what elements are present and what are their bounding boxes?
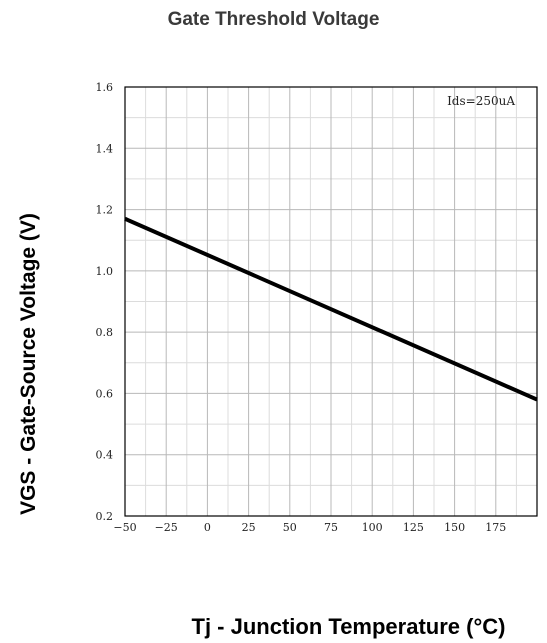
x-axis-title: Tj - Junction Temperature (°C) [191, 614, 506, 639]
y-axis-title: VGS - Gate-Source Voltage (V) [17, 213, 40, 515]
y-tick-label: 0.8 [96, 326, 114, 339]
y-tick-label: 0.6 [96, 387, 114, 400]
x-tick-label: 75 [324, 521, 338, 534]
x-tick-label: 175 [485, 521, 506, 534]
x-tick-label: −50 [113, 521, 136, 534]
test-condition-annotation: Ids=250uA [447, 94, 515, 108]
chart-title: Gate Threshold Voltage [167, 9, 380, 30]
y-tick-label: 1.6 [96, 81, 114, 94]
y-tick-label: 0.2 [96, 510, 114, 523]
minor-gridlines [125, 87, 537, 516]
x-tick-label: 100 [362, 521, 383, 534]
y-tick-label: 1.2 [96, 204, 114, 217]
x-tick-labels: −50 −25 0 25 50 75 100 125 150 175 [113, 521, 506, 534]
x-tick-label: −25 [155, 521, 178, 534]
x-tick-label: 150 [444, 521, 465, 534]
y-tick-label: 1.4 [96, 142, 114, 155]
vgs-th-line [124, 216, 538, 402]
series-layer [124, 216, 538, 402]
major-gridlines [125, 87, 537, 516]
plot-frame [124, 86, 538, 517]
x-tick-label: 0 [204, 521, 211, 534]
x-tick-label: 25 [242, 521, 256, 534]
y-tick-label: 1.0 [96, 265, 114, 278]
y-tick-label: 0.4 [96, 449, 114, 462]
x-tick-label: 125 [403, 521, 424, 534]
x-tick-label: 50 [283, 521, 297, 534]
y-tick-labels: 0.2 0.4 0.6 0.8 1.0 1.2 1.4 1.6 [96, 81, 114, 523]
